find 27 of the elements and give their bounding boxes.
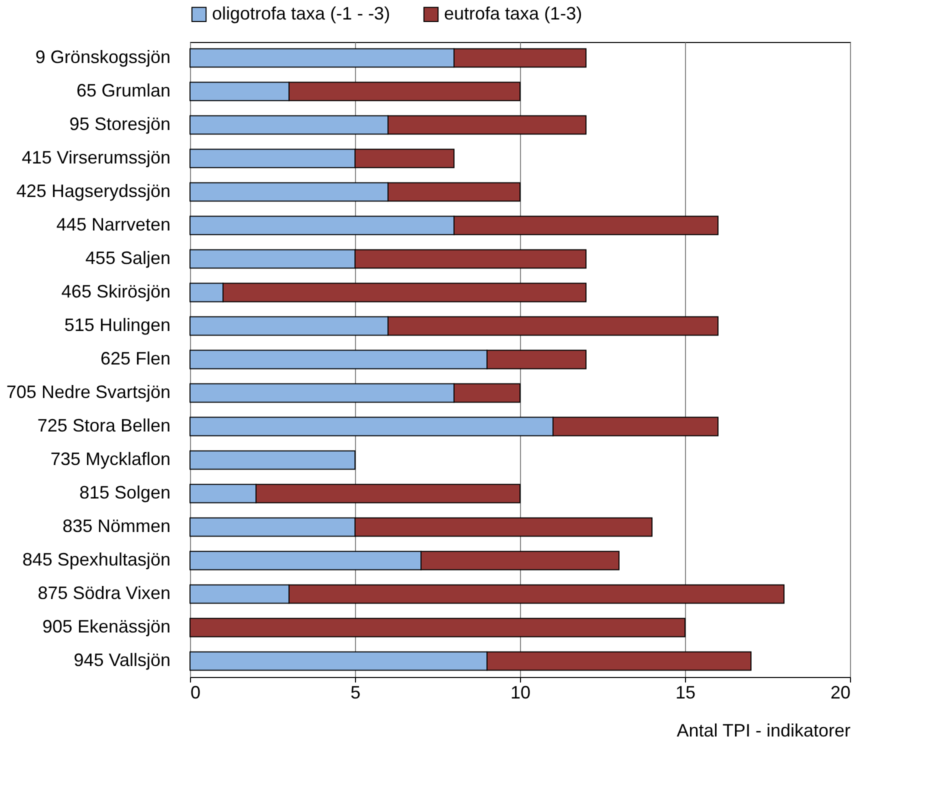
y-tick-label: 9 Grönskogssjön (35, 46, 170, 67)
x-tick-label: 0 (190, 682, 201, 702)
y-tick-label: 945 Vallsjön (74, 650, 170, 670)
y-tick-label: 465 Skirösjön (61, 281, 170, 302)
legend-label: oligotrofa taxa (-1 - -3) (212, 3, 390, 24)
y-tick-label: 425 Hagserydssjön (16, 180, 170, 201)
y-tick-label: 705 Nedre Svartsjön (6, 382, 170, 402)
x-tick-label: 15 (675, 682, 696, 702)
y-tick-label: 455 Saljen (85, 248, 170, 268)
x-axis-title: Antal TPI - indikatorer (676, 720, 850, 740)
y-tick-label: 815 Solgen (79, 482, 170, 503)
x-tick-label: 5 (350, 682, 361, 702)
y-tick-label: 95 Storesjön (69, 114, 170, 134)
x-tick-label: 20 (830, 682, 850, 702)
y-tick-label: 875 Södra Vixen (38, 583, 170, 604)
y-tick-label: 625 Flen (100, 348, 170, 368)
y-tick-label: 735 Mycklaflon (50, 449, 170, 470)
x-tick-label: 10 (510, 682, 531, 702)
y-tick-label: 415 Virserumssjön (22, 147, 170, 168)
y-tick-label: 65 Grumlan (76, 80, 170, 100)
y-tick-label: 725 Stora Bellen (37, 416, 170, 436)
y-tick-label: 845 Spexhultasjön (22, 550, 170, 570)
y-tick-label: 835 Nömmen (62, 516, 170, 536)
y-tick-label: 905 Ekenässjön (42, 616, 170, 637)
y-tick-label: 515 Hulingen (64, 314, 170, 335)
legend-label: eutrofa taxa (1-3) (444, 3, 582, 24)
y-tick-label: 445 Narrveten (56, 214, 170, 234)
